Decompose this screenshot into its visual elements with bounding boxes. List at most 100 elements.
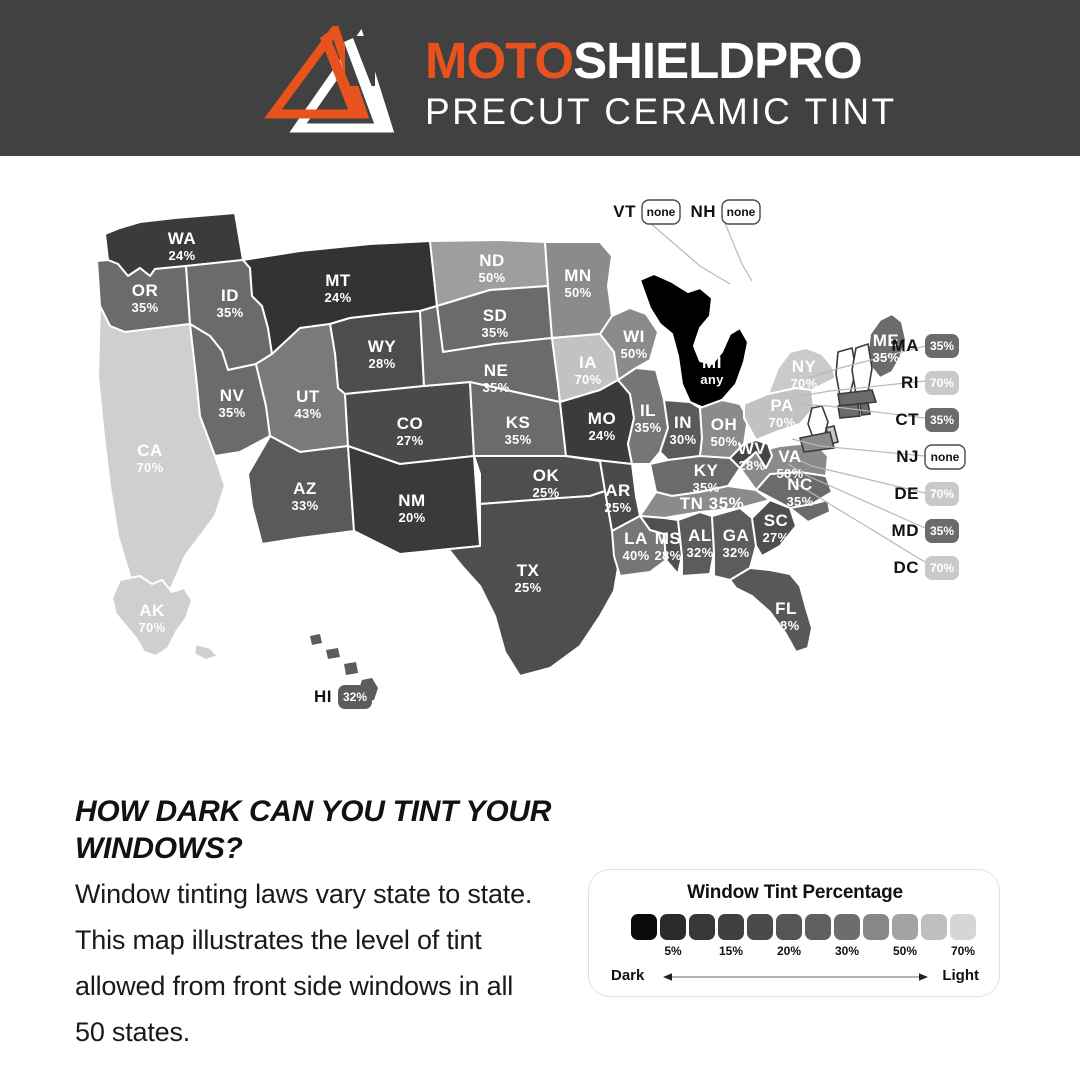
state-ak[interactable] (111, 575, 219, 661)
state-value-or: 35% (132, 300, 159, 315)
callout-abbr-vt: VT (613, 202, 636, 221)
state-label-ia: IA (579, 353, 597, 372)
state-value-oh: 50% (711, 434, 738, 449)
state-label-la: LA (624, 529, 648, 548)
state-label-al: AL (688, 526, 712, 545)
state-label-ca: CA (137, 441, 163, 460)
state-label-ny: NY (792, 357, 817, 376)
state-fl[interactable] (729, 567, 813, 653)
callout-chip-nh[interactable] (721, 199, 761, 225)
logo-triangles-icon (264, 20, 395, 133)
state-value-mi: any (700, 372, 724, 387)
legend-tick-70: 70% (950, 944, 976, 958)
state-value-nc: 35% (787, 494, 814, 509)
state-value-co: 27% (397, 433, 424, 448)
state-il[interactable] (617, 367, 669, 465)
state-al[interactable] (677, 511, 715, 577)
state-value-mo: 24% (589, 428, 616, 443)
state-value-tx: 25% (515, 580, 542, 595)
state-ms[interactable] (639, 515, 683, 575)
state-value-id: 35% (217, 305, 244, 320)
state-label-ak: AK (139, 601, 165, 620)
state-value-la: 40% (623, 548, 650, 563)
state-value-ok: 25% (533, 485, 560, 500)
state-value-nd: 50% (479, 270, 506, 285)
state-label-ut: UT (296, 387, 320, 406)
state-value-ak: 70% (139, 620, 166, 635)
state-az[interactable] (247, 435, 355, 545)
state-label-oh: OH (711, 415, 738, 434)
legend-light-label: Light (942, 967, 979, 984)
callout-abbr-hi: HI (314, 687, 332, 706)
state-label-mn: MN (564, 266, 591, 285)
callout-chip-dc[interactable] (925, 556, 959, 580)
state-shapes (96, 212, 907, 702)
state-label-mt: MT (325, 271, 351, 290)
state-wv[interactable] (729, 439, 773, 469)
state-label-ms: MS (655, 529, 682, 548)
callout-chip-hi[interactable] (338, 685, 372, 709)
callout-value-hi: 32% (343, 690, 367, 704)
brand-moto: MOTO (425, 32, 574, 89)
brand-tagline: PRECUT CERAMIC TINT (425, 91, 897, 132)
legend-swatch-9 (892, 914, 918, 940)
state-value-wi: 50% (621, 346, 648, 361)
bottom-section: HOW DARK CAN YOU TINT YOUR WINDOWS? Wind… (0, 771, 1080, 1080)
state-ct[interactable] (837, 403, 861, 419)
callout-chip-md[interactable] (925, 519, 959, 543)
legend-swatch-8 (863, 914, 889, 940)
callout-chip-ma[interactable] (925, 334, 959, 358)
legend-swatch-3 (718, 914, 744, 940)
state-label-ne: NE (484, 361, 509, 380)
state-label-wy: WY (368, 337, 397, 356)
state-label-nm: NM (398, 491, 425, 510)
state-mi[interactable] (639, 273, 749, 409)
brand-pro: PRO (754, 32, 863, 89)
legend-swatch-5 (776, 914, 802, 940)
legend-tick-20: 20% (776, 944, 802, 958)
callout-chip-de[interactable] (925, 482, 959, 506)
state-value-ms: 28% (655, 548, 682, 563)
legend-tick-15: 15% (718, 944, 744, 958)
callout-value-de: 70% (930, 487, 954, 501)
state-value-va: 50% (777, 466, 804, 481)
legend-tick-30: 30% (834, 944, 860, 958)
us-map-svg: WA24%OR35%CA70%ID35%NV35%MT24%WY28%UT43%… (96, 199, 966, 709)
state-value-ky: 35% (693, 480, 720, 495)
legend-swatch-0 (631, 914, 657, 940)
callout-value-ma: 35% (930, 339, 954, 353)
callout-abbr-nj: NJ (896, 447, 919, 466)
callout-value-ct: 35% (930, 413, 954, 427)
tint-legend: Window Tint Percentage 5% 15% 20% 30% 50% 70%… (588, 869, 1000, 997)
callout-chip-ri[interactable] (925, 371, 959, 395)
callout-chip-nj[interactable] (924, 444, 966, 470)
state-label-va: VA (778, 447, 801, 466)
legend-swatch-4 (747, 914, 773, 940)
state-label-fl: FL (775, 599, 797, 618)
state-label-il: IL (640, 401, 656, 420)
state-label-mo: MO (588, 409, 616, 428)
state-ma[interactable] (837, 389, 878, 407)
state-label-ga: GA (723, 526, 750, 545)
callout-value-dc: 70% (930, 561, 954, 575)
state-value-il: 35% (635, 420, 662, 435)
state-label-tx: TX (517, 561, 540, 580)
callout-abbr-md: MD (892, 521, 919, 540)
state-label-sc: SC (764, 511, 789, 530)
state-value-ia: 70% (575, 372, 602, 387)
legend-swatch-10 (921, 914, 947, 940)
state-ny[interactable] (767, 347, 837, 395)
legend-scale: Dark Light (611, 966, 979, 988)
callout-value-md: 35% (930, 524, 954, 538)
state-label-az: AZ (293, 479, 317, 498)
callout-abbr-dc: DC (893, 558, 919, 577)
state-value-ga: 32% (723, 545, 750, 560)
state-label-sd: SD (483, 306, 508, 325)
state-value-nm: 20% (399, 510, 426, 525)
state-ri[interactable] (859, 402, 871, 416)
state-wi[interactable] (599, 307, 659, 381)
callout-chip-vt[interactable] (641, 199, 681, 225)
callout-chip-ct[interactable] (925, 408, 959, 432)
